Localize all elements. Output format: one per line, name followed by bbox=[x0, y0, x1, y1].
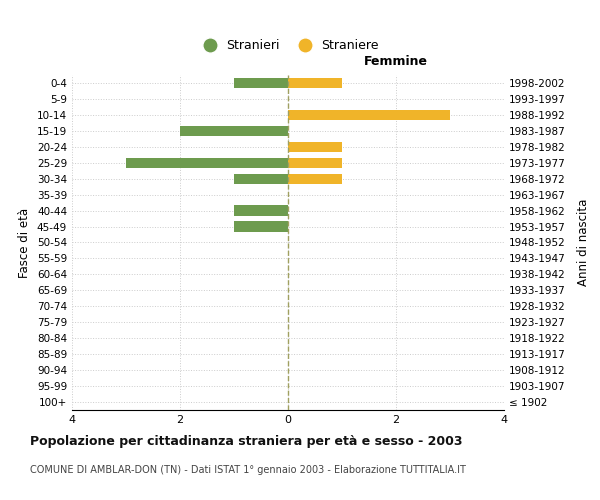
Y-axis label: Fasce di età: Fasce di età bbox=[19, 208, 31, 278]
Bar bbox=[234, 174, 288, 184]
Bar bbox=[288, 174, 342, 184]
Text: COMUNE DI AMBLAR-DON (TN) - Dati ISTAT 1° gennaio 2003 - Elaborazione TUTTITALIA: COMUNE DI AMBLAR-DON (TN) - Dati ISTAT 1… bbox=[30, 465, 466, 475]
Bar bbox=[180, 126, 288, 136]
Bar bbox=[288, 78, 342, 88]
Bar bbox=[288, 158, 342, 168]
Text: Popolazione per cittadinanza straniera per età e sesso - 2003: Popolazione per cittadinanza straniera p… bbox=[30, 435, 463, 448]
Y-axis label: Anni di nascita: Anni di nascita bbox=[577, 199, 590, 286]
Bar bbox=[234, 222, 288, 232]
Legend: Stranieri, Straniere: Stranieri, Straniere bbox=[193, 34, 383, 58]
Bar bbox=[234, 206, 288, 216]
Bar bbox=[288, 142, 342, 152]
Bar bbox=[234, 78, 288, 88]
Text: Femmine: Femmine bbox=[364, 56, 428, 68]
Bar bbox=[288, 110, 450, 120]
Bar bbox=[126, 158, 288, 168]
